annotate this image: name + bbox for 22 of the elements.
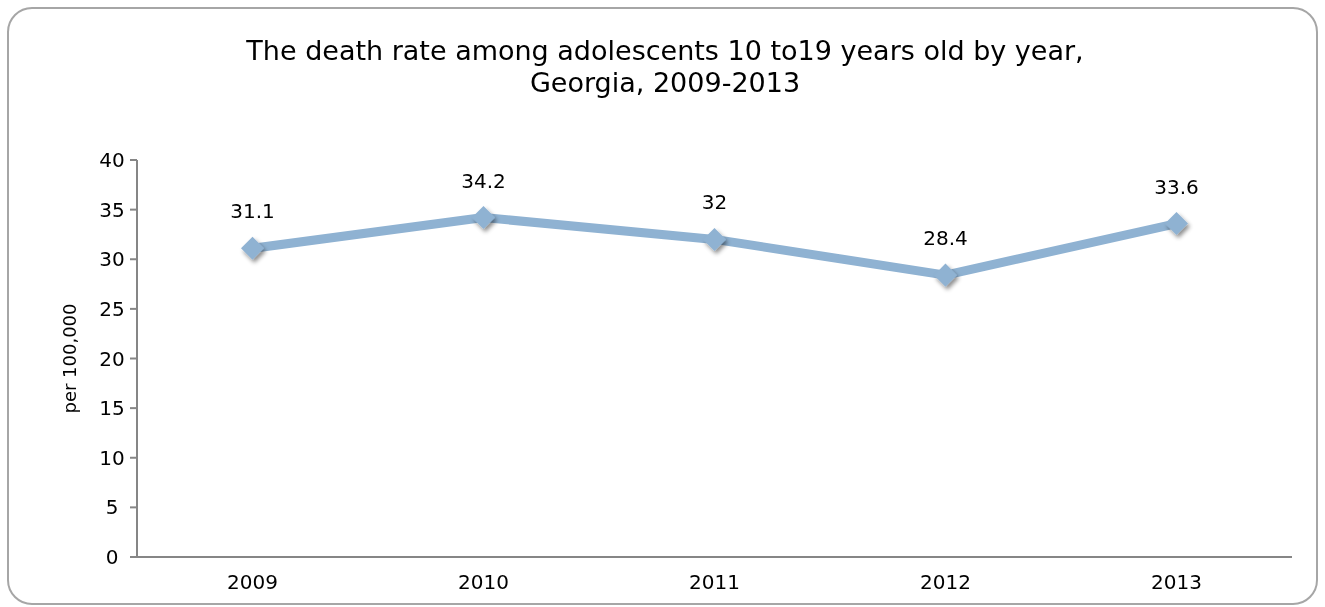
data-label: 34.2 bbox=[461, 168, 506, 193]
y-tick-label: 5 bbox=[105, 495, 119, 520]
x-tick-label: 2009 bbox=[227, 570, 278, 594]
x-tick-label: 2013 bbox=[1151, 570, 1202, 594]
y-tick-label: 40 bbox=[99, 148, 125, 172]
y-tick-label: 10 bbox=[99, 445, 125, 470]
y-tick-label: 25 bbox=[99, 296, 125, 321]
y-tick-label: 20 bbox=[99, 346, 125, 371]
x-tick-label: 2011 bbox=[689, 570, 740, 594]
y-axis-title: per 100,000 bbox=[59, 303, 80, 414]
y-tick-label: 35 bbox=[99, 197, 125, 222]
y-tick-label: 0 bbox=[105, 545, 119, 569]
point bbox=[1164, 212, 1189, 236]
y-tick-label: 15 bbox=[99, 396, 125, 421]
data-label: 32 bbox=[701, 190, 728, 215]
data-label: 33.6 bbox=[1154, 174, 1199, 199]
x-tick-label: 2012 bbox=[920, 570, 971, 594]
chart-title: The death rate among adolescents 10 to19 years old by year, Georgia, 2009-2013 bbox=[245, 35, 1084, 98]
x-tick-label: 2010 bbox=[458, 570, 509, 594]
data-label: 28.4 bbox=[923, 226, 968, 251]
y-tick-label: 30 bbox=[99, 247, 125, 272]
data-label: 31.1 bbox=[230, 199, 275, 224]
